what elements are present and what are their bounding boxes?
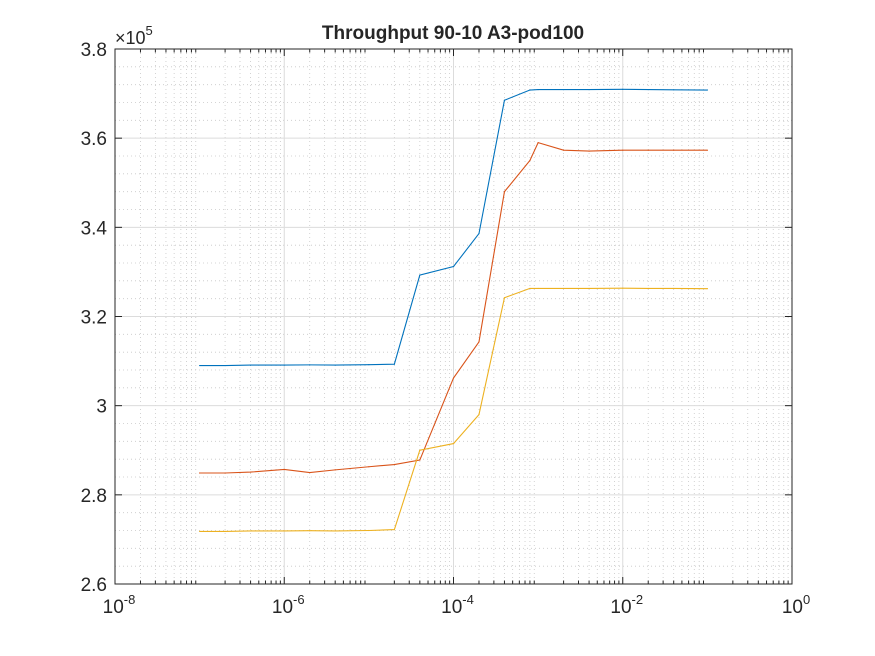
data-point <box>622 88 624 90</box>
data-point <box>588 150 590 152</box>
data-point <box>452 377 455 379</box>
series-line <box>199 141 708 474</box>
data-point <box>368 529 370 532</box>
data-point <box>529 159 531 162</box>
data-point <box>224 364 226 367</box>
data-point <box>309 530 311 532</box>
y-tick-label: 3.2 <box>81 308 107 329</box>
data-point <box>419 459 421 461</box>
data-point <box>249 364 252 366</box>
data-point <box>283 530 285 532</box>
data-point <box>706 149 708 151</box>
data-point <box>478 341 480 343</box>
data-point <box>706 89 708 91</box>
data-point <box>647 88 649 91</box>
data-point <box>503 297 506 299</box>
x-tick-label: 10-2 <box>610 592 643 618</box>
data-point <box>393 463 395 466</box>
data-point <box>393 363 395 365</box>
x-tick-label-exponent: -4 <box>462 592 474 607</box>
data-point <box>419 274 421 276</box>
data-point <box>283 364 285 366</box>
x-tick-label-base: 10 <box>103 597 124 618</box>
data-point <box>393 529 395 531</box>
tick-marks <box>114 48 793 585</box>
series-1 <box>199 88 708 367</box>
x-tick-label-base: 10 <box>610 597 631 618</box>
data-point <box>588 287 590 290</box>
data-point <box>503 99 506 101</box>
data-point <box>622 287 624 289</box>
data-point <box>478 413 480 416</box>
x-tick-label: 10-6 <box>272 592 305 618</box>
data-point <box>452 265 455 268</box>
data-point <box>537 88 539 91</box>
data-point <box>334 469 336 471</box>
data-point <box>452 442 455 445</box>
data-point <box>478 232 480 235</box>
data-point <box>673 89 675 91</box>
data-point <box>673 149 675 151</box>
y-axis-multiplier: ×105 <box>115 23 153 48</box>
y-tick-label: 3.8 <box>81 40 107 61</box>
data-point <box>529 287 531 290</box>
x-tick-label-exponent: 0 <box>803 592 810 607</box>
series-2 <box>199 141 708 474</box>
data-point <box>562 88 565 91</box>
data-point <box>537 287 539 290</box>
series-layer <box>199 88 708 532</box>
data-point <box>368 466 370 468</box>
x-tick-label-base: 10 <box>441 597 462 618</box>
data-point <box>588 88 590 91</box>
x-tick-label: 10-4 <box>441 592 474 618</box>
data-point <box>647 149 649 151</box>
data-point <box>529 89 531 91</box>
data-point <box>309 471 311 474</box>
data-point <box>283 468 285 471</box>
data-point <box>647 287 649 290</box>
y-multiplier-exponent: 5 <box>146 23 153 38</box>
data-point <box>199 530 201 532</box>
data-point <box>706 288 708 290</box>
series-line <box>199 287 708 532</box>
y-tick-label: 3.4 <box>81 218 108 239</box>
data-point <box>562 149 565 151</box>
x-tick-label-exponent: -8 <box>124 592 136 607</box>
data-point <box>419 449 421 451</box>
x-tick-labels: 10-8 10-6 10-4 10-2 100 <box>103 592 811 618</box>
y-tick-label: 3 <box>96 397 107 418</box>
data-point <box>199 472 201 474</box>
data-point <box>503 191 506 193</box>
data-point <box>224 530 226 532</box>
x-tick-label-base: 10 <box>782 597 803 618</box>
y-tick-labels: 2.6 2.8 3 3.2 3.4 3.6 3.8 <box>81 40 108 596</box>
data-point <box>249 530 252 532</box>
chart-title: Throughput 90-10 A3-pod100 <box>322 23 584 44</box>
data-point <box>622 149 624 151</box>
x-tick-label-exponent: -6 <box>293 592 305 607</box>
y-tick-label: 3.6 <box>81 129 107 150</box>
x-tick-label: 10-8 <box>103 592 136 618</box>
x-tick-label-exponent: -2 <box>632 592 644 607</box>
x-tick-label: 100 <box>782 592 810 618</box>
y-tick-label: 2.8 <box>81 486 107 507</box>
y-tick-label: 2.6 <box>81 575 107 596</box>
y-multiplier-base: ×10 <box>115 28 146 48</box>
x-tick-label-base: 10 <box>272 597 293 618</box>
data-point <box>334 364 336 366</box>
data-point <box>368 364 370 366</box>
data-point <box>199 364 201 367</box>
data-point <box>562 287 565 290</box>
series-line <box>199 88 708 367</box>
data-point <box>249 471 252 473</box>
minor-grid <box>115 49 792 584</box>
series-3 <box>199 287 708 532</box>
data-point <box>309 364 311 366</box>
data-point <box>673 287 675 290</box>
data-point <box>537 142 539 144</box>
data-point <box>224 472 226 474</box>
data-point <box>334 530 336 532</box>
